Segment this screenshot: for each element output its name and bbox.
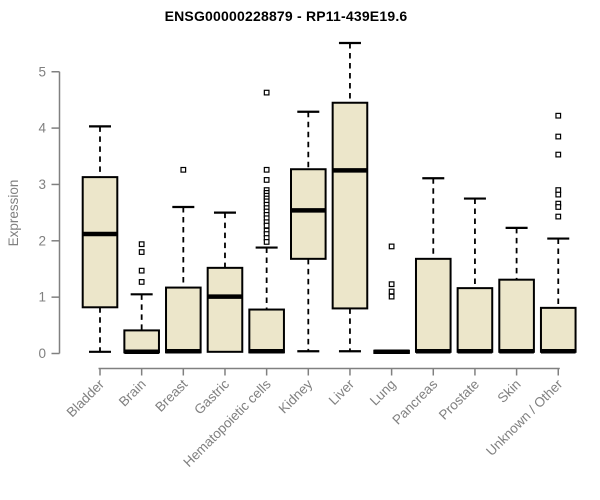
box (498, 278, 535, 353)
y-tick-label: 0 (38, 346, 46, 361)
y-tick-label: 4 (38, 121, 46, 136)
boxplot-pancreas (414, 177, 452, 354)
box (331, 101, 369, 310)
y-tick-label: 2 (38, 233, 46, 248)
category-label-gastric: Gastric (191, 376, 232, 417)
category-label-skin: Skin (495, 377, 524, 406)
outlier-point (263, 239, 270, 245)
outlier-point (555, 191, 562, 198)
box (414, 257, 452, 353)
category-label-bladder: Bladder (64, 376, 108, 420)
boxplot-kidney (290, 110, 327, 353)
boxplot-breast (165, 166, 202, 354)
boxplot-lung (373, 243, 410, 355)
box (539, 306, 577, 353)
boxplot-gastric (206, 211, 244, 353)
outlier-point (263, 166, 270, 173)
y-tick-label: 1 (38, 290, 46, 305)
outlier-point (138, 241, 145, 248)
category-label-kidney: Kidney (276, 376, 316, 416)
chart-title: ENSG00000228879 - RP11-439E19.6 (164, 8, 408, 24)
box (165, 286, 202, 354)
boxplot-brain (123, 241, 160, 355)
boxplot-liver (331, 41, 369, 353)
outlier-point (263, 222, 270, 229)
boxplot-unknown-other (539, 112, 577, 354)
category-label-lung: Lung (367, 377, 399, 409)
outlier-point (388, 288, 395, 295)
outlier-point (388, 243, 395, 250)
boxplot-skin (498, 226, 535, 354)
box (290, 168, 327, 260)
category-label-unknown-other: Unknown / Other (483, 376, 566, 459)
category-label-prostate: Prostate (436, 377, 482, 423)
y-tick-label: 3 (38, 177, 46, 192)
box (81, 176, 119, 309)
outlier-point (555, 213, 562, 220)
category-label-breast: Breast (152, 376, 190, 414)
category-label-brain: Brain (116, 377, 149, 410)
box (456, 287, 494, 353)
boxplot-prostate (456, 197, 494, 354)
outlier-point (388, 293, 395, 300)
category-label-liver: Liver (326, 376, 358, 408)
outlier-point (138, 267, 145, 274)
boxplot-hematopoietic-cells (248, 89, 285, 354)
boxplot-bladder (81, 125, 119, 353)
outlier-point (263, 89, 270, 96)
outlier-point (180, 166, 187, 173)
category-label-pancreas: Pancreas (389, 376, 440, 427)
outlier-point (138, 249, 145, 255)
outlier-point (555, 151, 562, 158)
outlier-point (555, 133, 562, 140)
outlier-point (555, 204, 562, 210)
box (248, 308, 285, 354)
y-tick-label: 5 (38, 64, 46, 79)
outlier-point (138, 279, 145, 285)
outlier-point (555, 112, 562, 119)
box (206, 266, 244, 353)
box (123, 329, 160, 354)
outlier-point (263, 177, 270, 183)
outlier-point (388, 281, 395, 288)
